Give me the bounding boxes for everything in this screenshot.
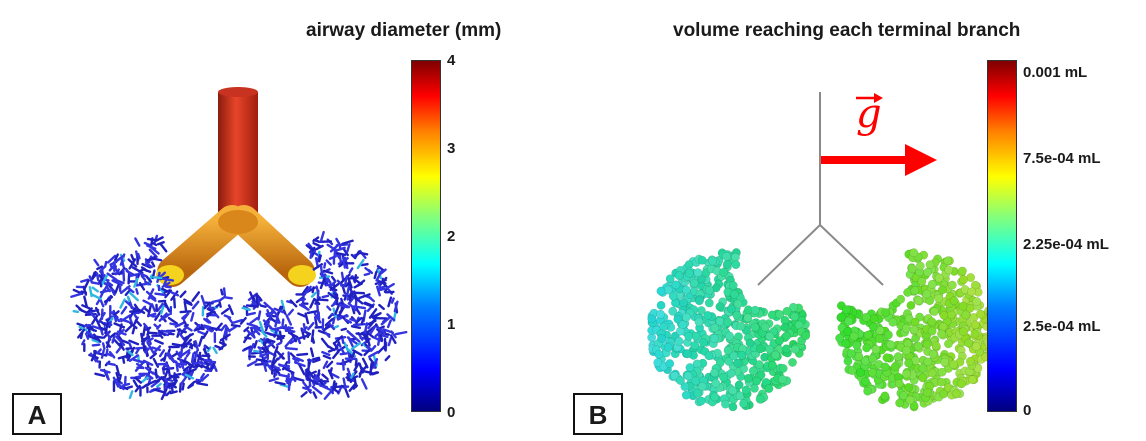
colorbar-tick: 2.25e-04 mL — [1023, 236, 1109, 253]
trachea — [218, 92, 258, 222]
colorbar-tick: 1 — [447, 316, 456, 333]
colorbar-tick: 3 — [447, 140, 456, 157]
colorbar-tick: 0.001 mL — [1023, 64, 1088, 81]
panel-a: airway diameter (mm) 4 3 2 1 0 A — [12, 20, 502, 435]
colorbar-tick: 2.5e-04 mL — [1023, 318, 1101, 335]
colorbar-tick: 4 — [447, 52, 456, 69]
colorbar-title: volume reaching each terminal branch — [673, 20, 1021, 41]
left-lung-airways — [70, 234, 244, 401]
colorbar-tick: 0 — [1023, 402, 1032, 419]
colorbar-tick: 7.5e-04 mL — [1023, 150, 1101, 167]
diameter-colorbar — [411, 60, 441, 412]
right-lung-terminal-spheres — [835, 248, 997, 412]
gravity-arrow — [821, 93, 937, 176]
panel-label-b: B — [573, 393, 623, 435]
main-bronchi — [156, 205, 316, 287]
terminal-volume-figure — [647, 92, 997, 412]
airway-tree-figure — [70, 87, 408, 401]
volume-colorbar — [987, 60, 1017, 412]
colorbar-title: airway diameter (mm) — [306, 20, 502, 41]
colorbar-tick: 2 — [447, 228, 456, 245]
colorbar-tick: 0 — [447, 404, 456, 421]
panel-label-a: A — [12, 393, 62, 435]
airway-skeleton — [757, 92, 884, 286]
right-lung-airways — [239, 230, 408, 400]
panel-b: g volume reaching each terminal branch 0… — [573, 0, 1146, 441]
gravity-symbol: g — [856, 91, 882, 137]
left-lung-terminal-spheres — [647, 248, 811, 412]
